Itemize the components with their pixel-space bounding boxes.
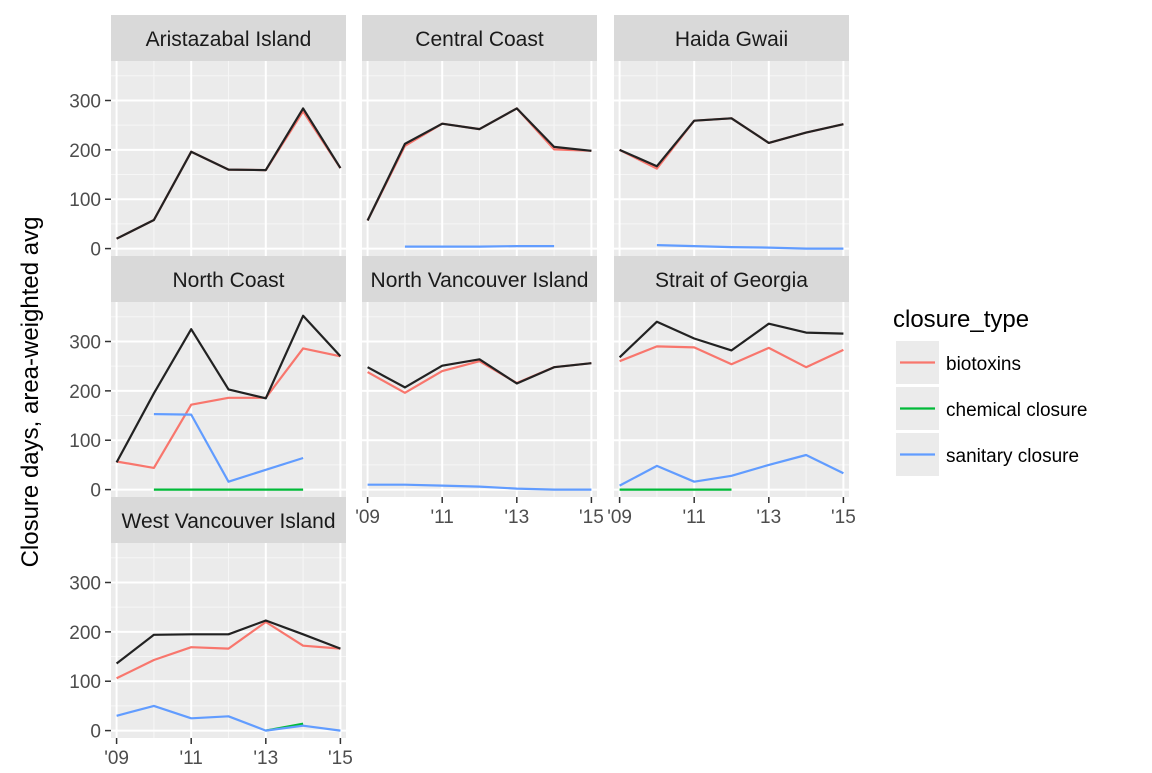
facet-title: North Vancouver Island	[371, 269, 589, 292]
y-axis-title: Closure days, area-weighted avg	[17, 217, 44, 568]
facet-title: Haida Gwaii	[675, 28, 788, 51]
y-tick-label: 300	[69, 91, 101, 112]
x-tick-label: '15	[328, 748, 353, 768]
x-tick-label: '09	[104, 748, 129, 768]
series-line-biotoxins	[619, 345, 844, 369]
facet-title: Central Coast	[415, 28, 544, 51]
y-tick-label: 100	[69, 190, 101, 211]
x-tick-label: '15	[831, 507, 856, 528]
facet-strip	[362, 256, 597, 302]
facet-title: West Vancouver Island	[122, 510, 336, 533]
series-line-total	[115, 619, 341, 665]
series-line-biotoxins	[116, 347, 341, 469]
series-line-sanitary-closure	[656, 244, 844, 250]
facet-panel: Aristazabal Island 0 100 200 300	[69, 15, 346, 261]
series-line-biotoxins	[116, 620, 341, 680]
x-tick-label: '09	[607, 507, 632, 528]
facet-title: Strait of Georgia	[655, 269, 808, 292]
facet-strip	[111, 497, 346, 543]
series-line-sanitary-closure	[404, 245, 555, 248]
series-line-total	[618, 320, 844, 359]
y-tick-label: 300	[69, 573, 101, 594]
series-line-sanitary-closure	[116, 704, 341, 732]
series-line-sanitary-closure	[619, 453, 844, 487]
facet-panel: North Coast 0 100 200 300	[69, 256, 346, 502]
y-tick-label: 100	[69, 431, 101, 452]
series-line-total	[367, 358, 592, 389]
facet-panel: West Vancouver Island 0 100 200 300 '09 '11 '13…	[69, 497, 353, 769]
facet-title: Aristazabal Island	[146, 28, 312, 51]
y-tick-label: 200	[69, 141, 101, 162]
y-tick-label: 200	[69, 382, 101, 403]
series-line-sanitary-closure	[153, 413, 304, 483]
facet-panel: North Vancouver Island '09 '11 '13 '15	[355, 256, 604, 528]
legend-label: sanitary closure	[946, 446, 1079, 467]
series-line-total	[366, 107, 592, 221]
series-line-total	[619, 117, 844, 168]
x-tick-label: '13	[504, 507, 529, 528]
y-tick-label: 300	[69, 332, 101, 353]
x-tick-label: '11	[431, 507, 454, 528]
y-tick-label: 0	[90, 722, 101, 743]
x-tick-label: '11	[180, 748, 203, 768]
legend-label: biotoxins	[946, 354, 1021, 375]
x-tick-label: '11	[683, 507, 706, 528]
legend: closure_type biotoxins chemical closure san…	[893, 306, 1088, 476]
facet-panel: Haida Gwaii	[614, 15, 849, 256]
y-tick-label: 100	[69, 672, 101, 693]
series-line-sanitary-closure	[367, 483, 592, 491]
facet-panel: Central Coast	[362, 15, 597, 256]
facet-panel: Strait of Georgia '09 '11 '13 '15	[607, 256, 856, 528]
x-tick-label: '13	[756, 507, 781, 528]
facet-strip	[614, 15, 849, 61]
facet-strip	[111, 15, 346, 61]
series-line-total	[115, 314, 342, 463]
y-tick-label: 0	[90, 240, 101, 261]
series-line-total	[116, 107, 342, 240]
x-tick-label: '13	[253, 748, 278, 768]
legend-title: closure_type	[893, 306, 1029, 333]
y-tick-label: 0	[90, 481, 101, 502]
facet-strip	[614, 256, 849, 302]
legend-label: chemical closure	[946, 400, 1088, 421]
y-tick-label: 200	[69, 623, 101, 644]
x-tick-label: '15	[579, 507, 604, 528]
facet-title: North Coast	[172, 269, 284, 292]
x-tick-label: '09	[355, 507, 380, 528]
facet-strip	[362, 15, 597, 61]
facet-strip	[111, 256, 346, 302]
